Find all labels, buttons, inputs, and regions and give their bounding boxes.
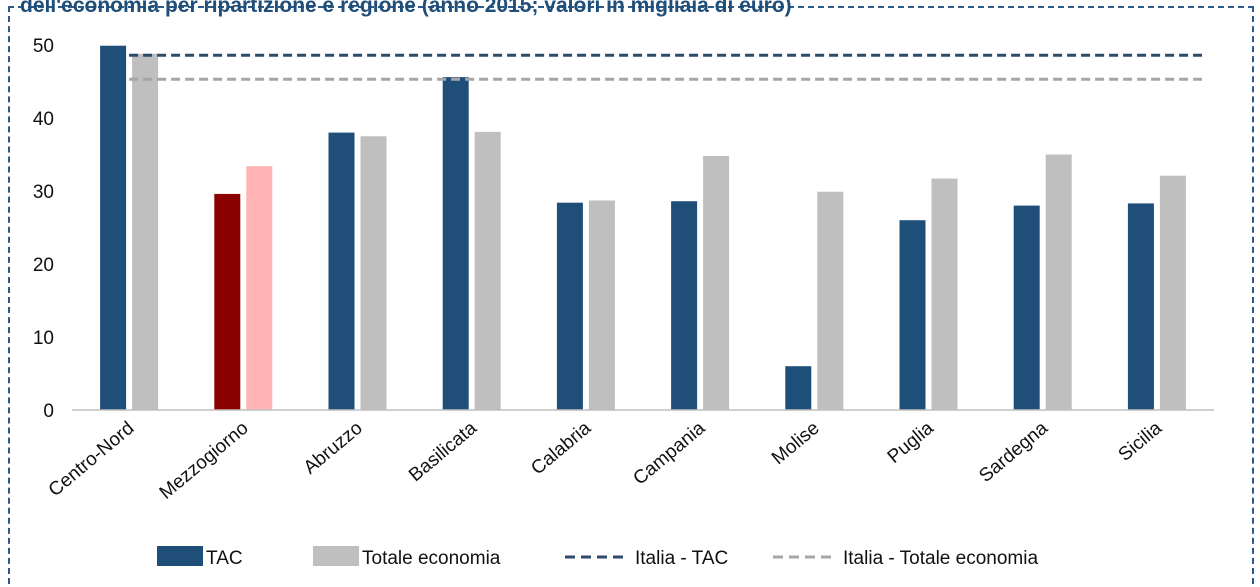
bar-tac-calabria xyxy=(556,202,583,410)
bar-totale-economia-basilicata xyxy=(474,131,501,410)
y-tick-label: 40 xyxy=(33,109,54,130)
bar-totale-economia-mezzogiorno xyxy=(246,166,273,410)
bar-totale-economia-molise xyxy=(817,191,844,410)
legend: TAC Totale economia Italia - TAC Italia - T… xyxy=(157,546,1038,569)
bar-totale-economia-sardegna xyxy=(1045,154,1072,410)
y-tick-label: 0 xyxy=(43,401,54,422)
legend-label: Italia - Totale economia xyxy=(843,548,1038,569)
bar-tac-basilicata xyxy=(442,77,469,411)
bar-tac-sardegna xyxy=(1013,205,1040,410)
y-tick-label: 50 xyxy=(33,36,54,57)
bar-totale-economia-centro-nord xyxy=(132,53,159,410)
x-tick-label: Basilicata xyxy=(405,417,481,486)
x-tick-label: Calabria xyxy=(527,417,595,479)
chart-frame: dell'economia per ripartizione e regione… xyxy=(8,0,1254,584)
bar-tac-abruzzo xyxy=(328,132,355,410)
x-tick-label: Molise xyxy=(768,418,824,469)
legend-label: Italia - TAC xyxy=(635,548,728,569)
legend-label: TAC xyxy=(206,548,243,569)
x-tick-label: Sardegna xyxy=(975,417,1052,486)
x-tick-label: Sicilia xyxy=(1115,417,1167,465)
x-tick-label: Mezzogiorno xyxy=(156,418,253,504)
bar-totale-economia-calabria xyxy=(588,200,615,410)
x-tick-label: Puglia xyxy=(884,417,938,467)
bar-tac-campania xyxy=(671,201,698,410)
bar-totale-economia-abruzzo xyxy=(360,136,387,410)
bar-totale-economia-puglia xyxy=(931,178,958,410)
y-tick-label: 30 xyxy=(33,182,54,203)
x-tick-label: Campania xyxy=(629,417,709,489)
y-tick-label: 20 xyxy=(33,255,54,276)
x-tick-label: Abruzzo xyxy=(300,418,367,479)
bar-tac-centro-nord xyxy=(100,45,127,410)
bar-totale-economia-campania xyxy=(703,155,730,410)
bar-tac-sicilia xyxy=(1127,203,1154,410)
bar-tac-mezzogiorno xyxy=(214,193,241,410)
bar-tac-molise xyxy=(785,366,812,410)
legend-label: Totale economia xyxy=(362,548,501,569)
x-tick-label: Centro-Nord xyxy=(45,418,139,501)
chart-title: dell'economia per ripartizione e regione… xyxy=(20,0,792,17)
bar-totale-economia-sicilia xyxy=(1159,175,1186,410)
bars-layer xyxy=(100,45,1186,411)
reference-lines-layer xyxy=(129,53,1202,81)
bar-tac-puglia xyxy=(899,220,926,410)
legend-swatch-tac xyxy=(157,546,203,566)
y-tick-label: 10 xyxy=(33,328,54,349)
legend-swatch-totale-economia xyxy=(313,546,359,566)
